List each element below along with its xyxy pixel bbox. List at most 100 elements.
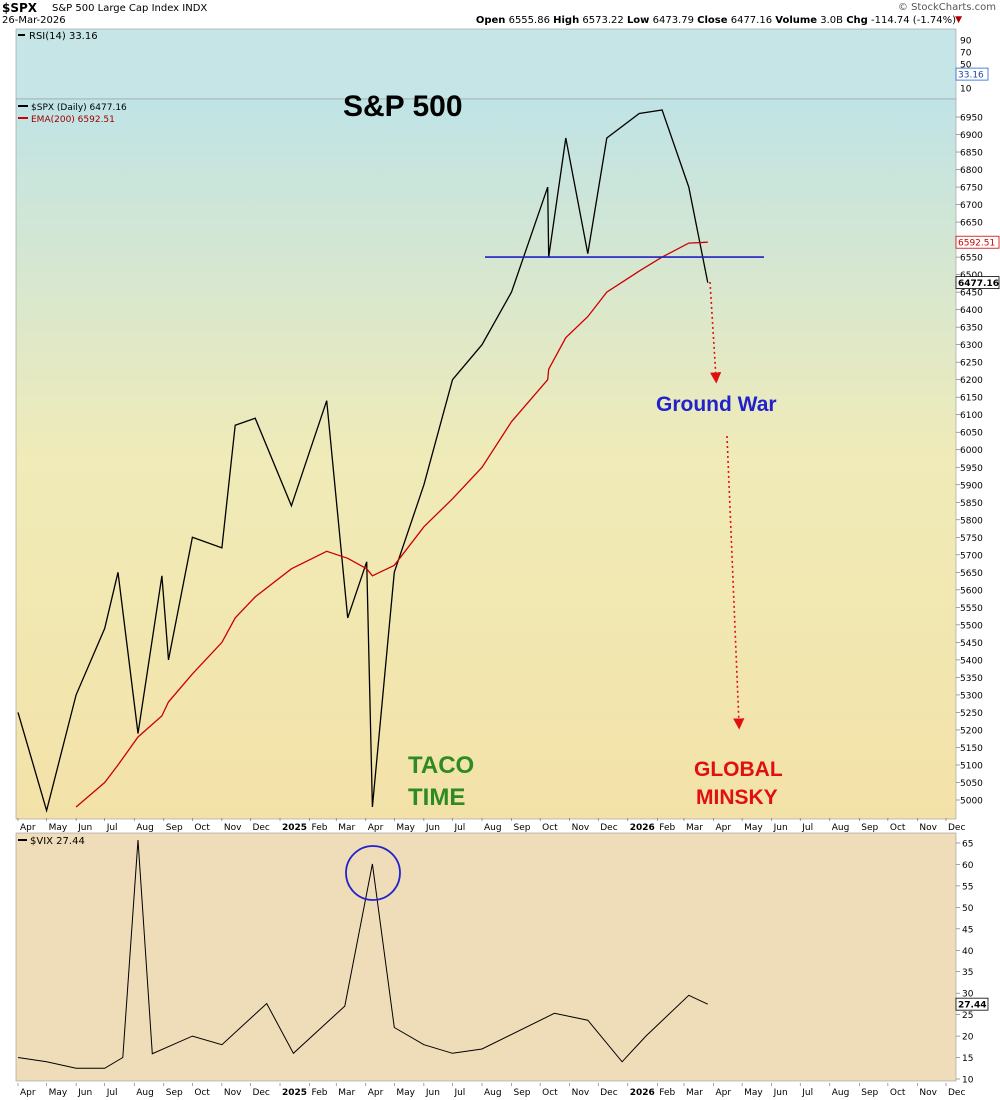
price-tick-label: 5250 <box>960 709 983 719</box>
x-tick-label: Aug <box>832 823 850 833</box>
ema-value-tag <box>955 235 1000 249</box>
x-tick-label: Aug <box>484 1088 502 1098</box>
vix-value-tag <box>955 997 989 1011</box>
price-tick-label: 6200 <box>960 376 983 386</box>
arrow-down-2 <box>726 435 745 730</box>
x-tick-label: Jun <box>425 823 440 833</box>
x-tick-label: Dec <box>600 1088 617 1098</box>
x-tick-label: Aug <box>136 1088 154 1098</box>
vix-tick-label: 25 <box>962 1011 973 1021</box>
ema-value-tag-text: 6592.51 <box>958 239 995 249</box>
price-tick-label: 5550 <box>960 604 983 614</box>
price-tick-label: 5450 <box>960 639 983 649</box>
price-panel <box>15 98 957 820</box>
x-tick-label: Apr <box>368 1088 384 1098</box>
high-value: 6573.22 <box>582 15 624 26</box>
price-tick-label: 6550 <box>960 254 983 264</box>
rsi-panel <box>15 28 957 100</box>
volume-label: Volume <box>775 15 818 26</box>
price-tick-label: 5600 <box>960 586 983 596</box>
x-tick-label: Sep <box>861 823 878 833</box>
x-tick-label: Nov <box>572 823 590 833</box>
price-tick-label: 6150 <box>960 394 983 404</box>
x-tick-label: Oct <box>542 823 558 833</box>
vix-tick-label: 10 <box>962 1076 974 1086</box>
x-tick-label: 2025 <box>282 1088 307 1098</box>
price-tick-label: 5650 <box>960 569 983 579</box>
low-label: Low <box>626 15 650 26</box>
x-tick-label: 2026 <box>630 823 655 833</box>
x-tick-label: Apr <box>716 1088 732 1098</box>
x-tick-label: Jun <box>425 1088 440 1098</box>
global-label: GLOBAL <box>694 758 783 781</box>
chart-date: 26-Mar-2026 <box>2 15 66 26</box>
x-tick-label: Apr <box>20 1088 36 1098</box>
vix-line <box>17 839 709 1069</box>
x-tick-label: May <box>49 823 68 833</box>
close-value-tag-text: 6477.16 <box>958 279 999 289</box>
price-tick-label: 5900 <box>960 481 983 491</box>
vix-value-tag-text: 27.44 <box>958 1001 986 1011</box>
x-tick-label: Apr <box>716 823 732 833</box>
vix-tick-label: 65 <box>962 840 973 850</box>
price-tick-label: 6500 <box>960 271 983 281</box>
x-tick-label: May <box>396 823 415 833</box>
x-tick-label: Oct <box>890 1088 906 1098</box>
arrow-down-1 <box>709 281 722 384</box>
x-tick-label: Sep <box>166 1088 183 1098</box>
vix-panel <box>15 832 957 1082</box>
x-tick-label: Oct <box>890 823 906 833</box>
x-tick-label: Sep <box>861 1088 878 1098</box>
price-tick-label: 6900 <box>960 131 983 141</box>
price-tick-label: 5500 <box>960 621 983 631</box>
x-tick-label: May <box>49 1088 68 1098</box>
x-tick-label: 2025 <box>282 823 307 833</box>
vix-tick-label: 35 <box>962 968 973 978</box>
stockcharts-logo[interactable]: © StockCharts.com <box>897 2 996 13</box>
vix-tick-label: 15 <box>962 1054 973 1064</box>
vix-tick-label: 40 <box>962 947 974 957</box>
x-tick-label: Mar <box>686 823 703 833</box>
x-tick-label: Aug <box>832 1088 850 1098</box>
rsi-tick-label: 10 <box>960 85 972 95</box>
vix-label: $VIX 27.44 <box>30 836 85 847</box>
vix-spike-circle <box>345 845 401 901</box>
x-tick-label: Jul <box>106 823 118 833</box>
x-tick-label: Jun <box>773 1088 788 1098</box>
volume-value: 3.0B <box>820 15 844 26</box>
x-tick-label: Jul <box>106 1088 118 1098</box>
price-tick-label: 6100 <box>960 411 983 421</box>
price-tick-label: 5000 <box>960 797 983 807</box>
x-tick-label: Sep <box>514 823 531 833</box>
x-tick-label: Nov <box>919 823 937 833</box>
close-value-tag <box>955 276 1000 290</box>
spx-legend-label: $SPX (Daily) 6477.16 <box>31 103 127 113</box>
vix-tick-label: 20 <box>962 1033 974 1043</box>
open-label: Open <box>475 15 506 26</box>
price-tick-label: 5850 <box>960 499 983 509</box>
x-tick-label: Aug <box>136 823 154 833</box>
x-tick-label: Nov <box>224 823 242 833</box>
index-name: S&P 500 Large Cap Index INDX <box>52 3 208 14</box>
price-tick-label: 5400 <box>960 656 983 666</box>
x-tick-label: Feb <box>312 823 328 833</box>
price-tick-label: 5700 <box>960 551 983 561</box>
x-tick-label: Dec <box>252 1088 269 1098</box>
x-tick-label: Jul <box>801 823 813 833</box>
ground-war-label: Ground War <box>656 393 777 416</box>
x-tick-label: Sep <box>166 823 183 833</box>
price-tick-label: 6650 <box>960 219 983 229</box>
x-tick-label: Oct <box>194 823 210 833</box>
rsi-tick-label: 90 <box>960 37 972 47</box>
x-tick-label: 2026 <box>630 1088 655 1098</box>
price-tick-label: 6250 <box>960 359 983 369</box>
taco-label: TACO <box>408 752 474 779</box>
x-tick-label: Dec <box>252 823 269 833</box>
ohlc-summary: Open 6555.86 High 6573.22 Low 6473.79 Cl… <box>476 15 956 26</box>
x-tick-label: Feb <box>312 1088 328 1098</box>
ema200-line <box>75 241 708 808</box>
x-tick-label: Nov <box>224 1088 242 1098</box>
vix-tick-label: 45 <box>962 925 973 935</box>
x-tick-label: Oct <box>194 1088 210 1098</box>
